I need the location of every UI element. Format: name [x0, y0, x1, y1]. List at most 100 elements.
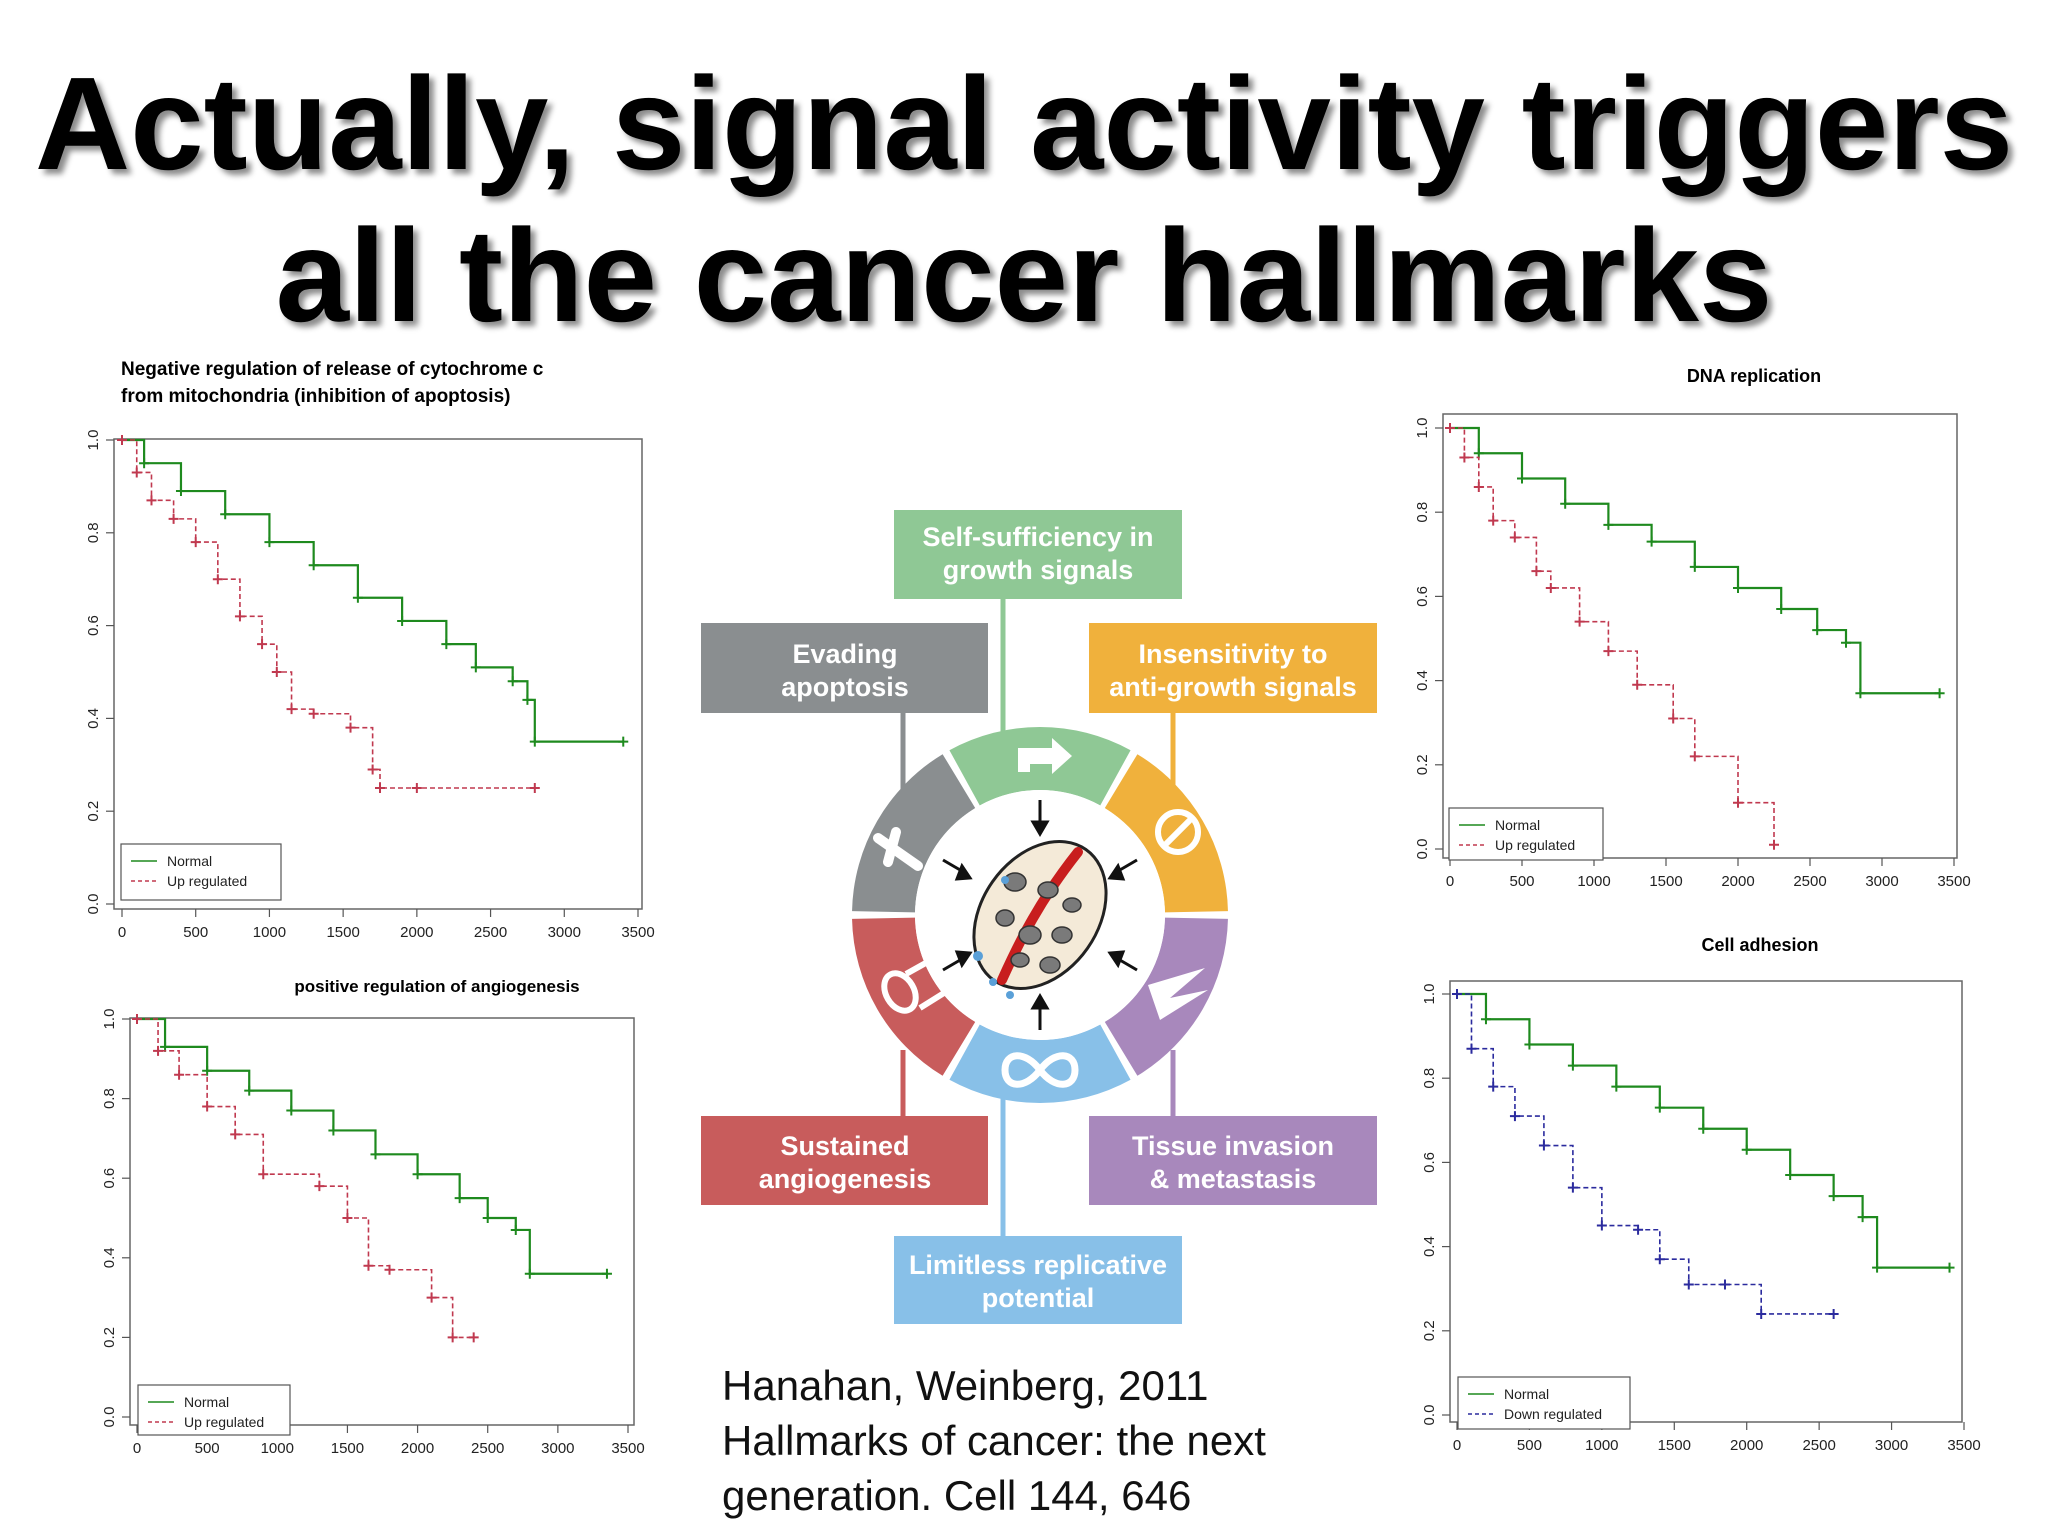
hallmark-antigrowth-line-2: anti-growth signals	[1109, 672, 1357, 702]
citation: Hanahan, Weinberg, 2011 Hallmarks of can…	[722, 1358, 1362, 1523]
data-point	[384, 1264, 395, 1275]
x-tick-label: 1500	[331, 1440, 364, 1457]
data-point	[447, 1332, 458, 1343]
data-point	[1480, 1014, 1491, 1025]
hallmark-apoptosis-line-2: apoptosis	[781, 672, 909, 702]
y-tick-label: 1.0	[85, 430, 102, 451]
data-point	[412, 1169, 423, 1180]
data-point	[1459, 452, 1470, 463]
series-line-altered	[1457, 993, 1834, 1315]
data-point	[618, 736, 629, 747]
y-tick-label: 0.4	[85, 708, 102, 729]
y-tick-label: 0.8	[1421, 1068, 1438, 1089]
data-point	[1452, 989, 1462, 999]
data-point	[117, 435, 127, 445]
data-point	[1812, 625, 1823, 636]
data-point	[1668, 713, 1679, 724]
data-point	[328, 1125, 339, 1136]
data-point	[1646, 536, 1657, 547]
data-point	[363, 1260, 374, 1271]
data-point	[1841, 637, 1851, 648]
data-point	[1473, 448, 1484, 459]
legend-box	[1448, 807, 1604, 861]
data-point	[1611, 1081, 1622, 1092]
x-tick-label: 3500	[611, 1440, 644, 1457]
data-point	[258, 1169, 269, 1180]
x-tick-label: 2500	[1793, 873, 1826, 890]
x-tick-label: 1000	[261, 1440, 294, 1457]
y-tick-label: 0.2	[1414, 754, 1431, 775]
y-tick-label: 0.8	[1414, 502, 1431, 523]
infinity-icon	[1001, 1052, 1079, 1088]
invasion-icon	[1148, 968, 1208, 1020]
data-point	[1517, 473, 1527, 484]
hallmark-angiogenesis-line-2: angiogenesis	[759, 1164, 932, 1194]
data-point	[175, 486, 186, 497]
data-point	[1689, 751, 1700, 762]
data-point	[367, 764, 378, 775]
data-point	[1445, 423, 1455, 433]
legend-label: Up regulated	[167, 873, 247, 889]
y-tick-label: 0.0	[85, 894, 102, 915]
data-point	[1545, 582, 1556, 593]
data-point	[1654, 1102, 1665, 1113]
no-entry-icon	[1155, 809, 1201, 855]
y-tick-label: 0.0	[1414, 839, 1431, 860]
data-point	[1473, 481, 1484, 492]
data-point	[352, 592, 363, 603]
legend-box	[120, 843, 282, 901]
data-point	[1698, 1123, 1709, 1134]
hallmark-box-growth	[894, 510, 1182, 599]
data-point	[468, 1332, 479, 1343]
data-point	[470, 662, 481, 673]
series-line-normal	[122, 438, 624, 743]
data-point	[131, 467, 142, 478]
data-point	[1857, 1212, 1868, 1223]
hallmark-angiogenesis-line-1: Sustained	[780, 1131, 909, 1161]
data-point	[1567, 1060, 1578, 1071]
x-tick-label: 2000	[401, 1440, 434, 1457]
data-point	[1872, 1262, 1883, 1273]
data-point	[1776, 604, 1787, 615]
plot-frame	[113, 438, 643, 910]
legend-label: Normal	[167, 853, 212, 869]
data-point	[1596, 1220, 1607, 1231]
data-point	[308, 560, 319, 571]
hallmark-replicative-line-2: potential	[982, 1283, 1095, 1313]
data-point	[1509, 532, 1520, 543]
data-point	[244, 1085, 255, 1096]
y-tick-label: 0.0	[101, 1407, 118, 1428]
data-point	[1524, 1039, 1535, 1050]
plot-title-line-2: from mitochondria (inhibition of apoptos…	[121, 386, 510, 407]
data-point	[411, 783, 422, 793]
data-point	[132, 1014, 142, 1024]
data-point	[1944, 1262, 1955, 1273]
y-tick-label: 1.0	[101, 1009, 118, 1030]
y-tick-label: 0.6	[1421, 1152, 1438, 1173]
plot-frame	[1442, 413, 1958, 859]
hallmark-growth-line-1: Self-sufficiency in	[922, 522, 1153, 552]
data-point	[1733, 797, 1743, 808]
data-point	[153, 1045, 164, 1056]
hallmark-box-apoptosis	[701, 623, 988, 713]
x-tick-label: 1500	[1658, 1437, 1691, 1454]
hallmarks-ring	[852, 726, 1228, 1103]
ring-segment-growth	[949, 726, 1131, 806]
legend-label: Normal	[1495, 817, 1540, 833]
x-tick-label: 0	[118, 924, 126, 941]
x-tick-label: 3500	[1937, 873, 1970, 890]
data-point	[507, 676, 518, 687]
data-point	[1560, 498, 1571, 509]
data-point	[257, 639, 268, 650]
x-tick-label: 1000	[1577, 873, 1610, 890]
data-point	[1567, 1182, 1578, 1193]
x-tick-label: 1000	[1585, 1437, 1618, 1454]
data-point	[1531, 566, 1542, 577]
data-point	[230, 1129, 241, 1140]
x-tick-label: 1500	[326, 924, 359, 941]
